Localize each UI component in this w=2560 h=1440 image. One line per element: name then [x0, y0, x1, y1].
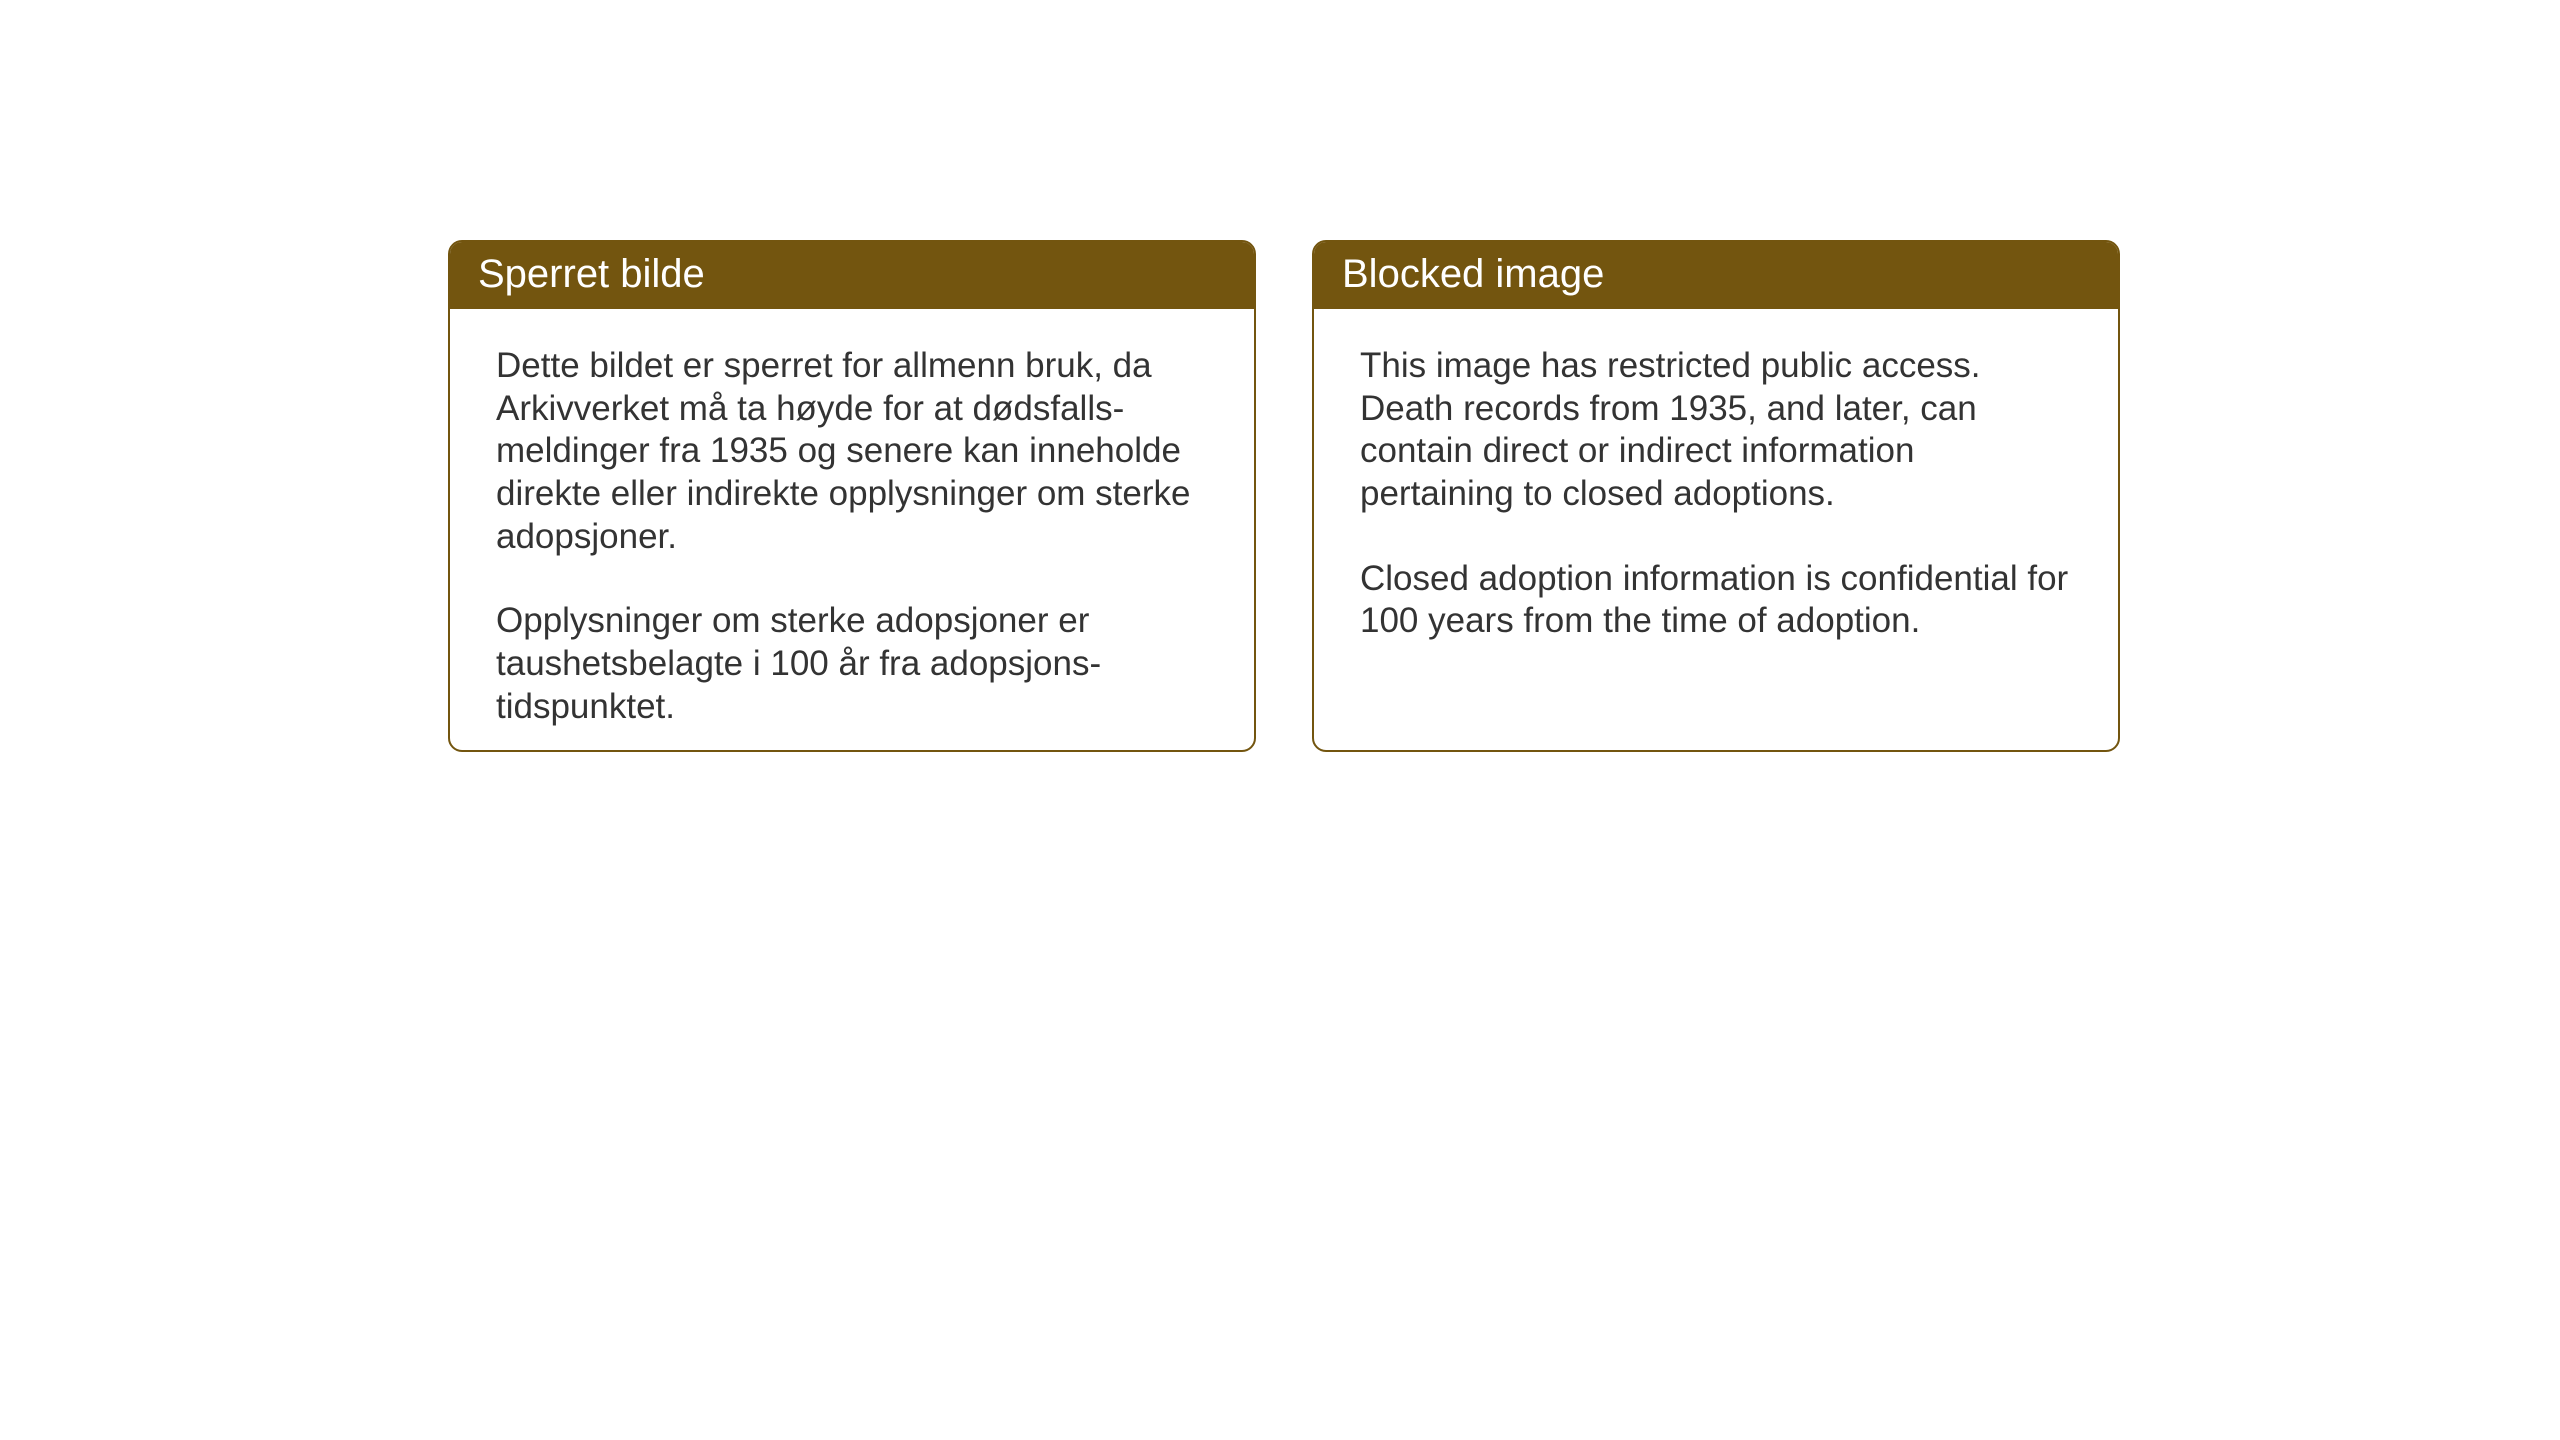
- notice-body-norwegian: Dette bildet er sperret for allmenn bruk…: [450, 309, 1254, 752]
- notice-header-english: Blocked image: [1314, 242, 2118, 309]
- notice-box-norwegian: Sperret bilde Dette bildet er sperret fo…: [448, 240, 1256, 752]
- notice-header-norwegian: Sperret bilde: [450, 242, 1254, 309]
- notice-box-english: Blocked image This image has restricted …: [1312, 240, 2120, 752]
- notice-paragraph-1-norwegian: Dette bildet er sperret for allmenn bruk…: [496, 345, 1208, 558]
- notice-paragraph-1-english: This image has restricted public access.…: [1360, 345, 2072, 516]
- notice-paragraph-2-english: Closed adoption information is confident…: [1360, 558, 2072, 643]
- notices-container: Sperret bilde Dette bildet er sperret fo…: [448, 240, 2120, 752]
- notice-paragraph-2-norwegian: Opplysninger om sterke adopsjoner er tau…: [496, 600, 1208, 728]
- notice-body-english: This image has restricted public access.…: [1314, 309, 2118, 679]
